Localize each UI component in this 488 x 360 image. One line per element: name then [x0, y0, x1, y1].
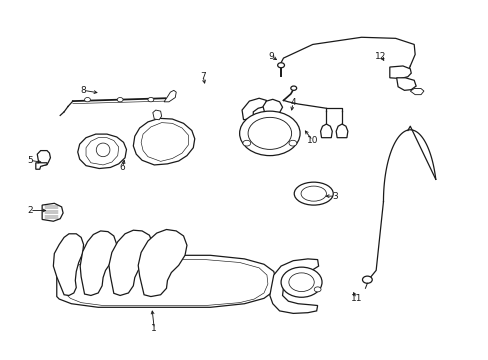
Text: 2: 2 [27, 206, 33, 215]
Text: 4: 4 [290, 98, 295, 107]
Ellipse shape [294, 182, 332, 205]
Text: 12: 12 [375, 52, 386, 61]
Text: 6: 6 [120, 163, 125, 172]
Polygon shape [389, 66, 410, 78]
Circle shape [239, 111, 300, 156]
Polygon shape [53, 234, 83, 296]
Ellipse shape [96, 143, 110, 157]
Circle shape [288, 273, 314, 292]
Circle shape [117, 98, 123, 102]
Text: 1: 1 [151, 324, 157, 333]
Circle shape [288, 140, 296, 146]
Ellipse shape [301, 186, 326, 201]
Text: 10: 10 [306, 136, 318, 145]
Text: 8: 8 [81, 86, 86, 95]
Circle shape [84, 98, 90, 102]
Text: 5: 5 [27, 156, 33, 165]
Text: 3: 3 [331, 192, 337, 201]
Polygon shape [36, 163, 47, 169]
Text: 11: 11 [350, 294, 362, 303]
Polygon shape [138, 229, 186, 297]
Polygon shape [263, 99, 282, 115]
Polygon shape [320, 124, 331, 138]
Circle shape [148, 98, 154, 102]
Polygon shape [57, 255, 276, 307]
Text: 9: 9 [268, 52, 274, 61]
Text: 7: 7 [200, 72, 205, 81]
Circle shape [247, 117, 291, 149]
Polygon shape [409, 89, 423, 95]
Polygon shape [133, 118, 194, 165]
Circle shape [314, 287, 321, 292]
Circle shape [362, 276, 371, 283]
Circle shape [281, 267, 322, 297]
Circle shape [290, 86, 296, 90]
Polygon shape [269, 259, 318, 314]
Circle shape [243, 140, 250, 146]
Polygon shape [335, 124, 347, 138]
Polygon shape [153, 110, 161, 120]
Polygon shape [109, 230, 153, 296]
Polygon shape [396, 78, 415, 90]
Polygon shape [242, 98, 266, 120]
Polygon shape [78, 134, 126, 168]
Polygon shape [37, 150, 50, 166]
Polygon shape [80, 231, 117, 296]
Circle shape [277, 63, 284, 68]
Polygon shape [163, 90, 176, 102]
Polygon shape [42, 203, 63, 221]
